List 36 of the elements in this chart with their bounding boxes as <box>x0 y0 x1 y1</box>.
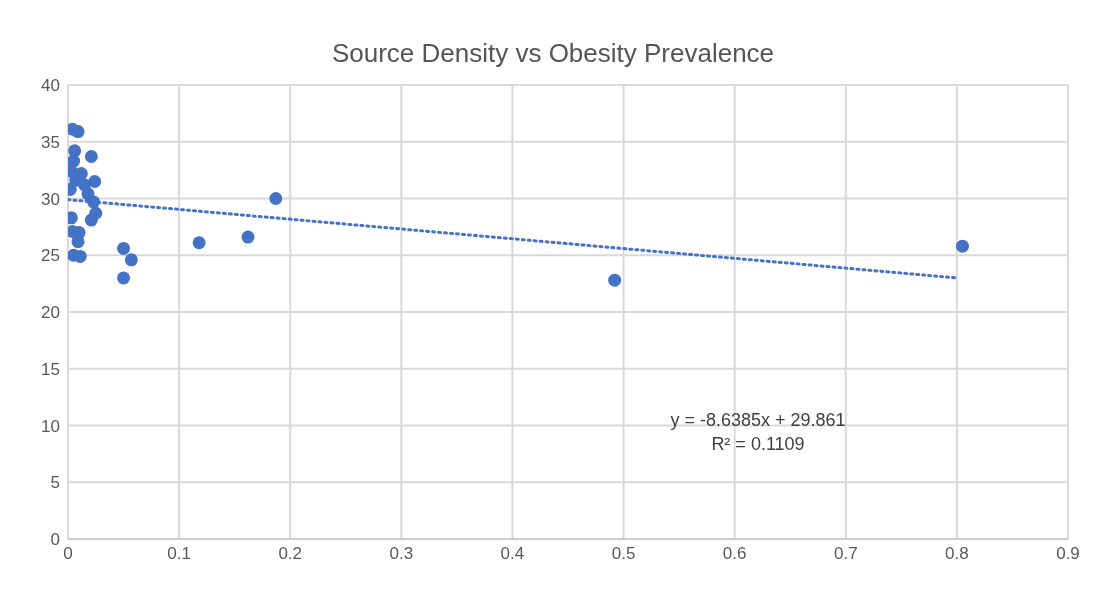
x-tick-label: 0.3 <box>389 544 414 564</box>
chart-title: Source Density vs Obesity Prevalence <box>330 37 776 70</box>
x-tick-label: 0.4 <box>500 544 525 564</box>
x-tick-label: 0.5 <box>611 544 636 564</box>
y-tick-label: 30 <box>41 189 60 209</box>
point <box>73 249 87 263</box>
x-tick-label: 0 <box>63 544 73 564</box>
point <box>269 192 283 205</box>
annotation: R² = 0.1109 <box>710 433 806 456</box>
y-tick-label: 40 <box>41 76 60 96</box>
point <box>241 230 255 244</box>
point <box>84 150 98 164</box>
point <box>124 253 138 267</box>
y-tick-label: 0 <box>50 530 60 550</box>
y-tick-label: 5 <box>50 473 60 493</box>
y-tick-label: 35 <box>41 132 60 152</box>
y-tick-label: 10 <box>41 416 60 436</box>
x-tick-label: 0.2 <box>278 544 303 564</box>
point <box>955 239 969 253</box>
y-tick-label: 20 <box>41 303 60 323</box>
point <box>84 213 98 227</box>
point <box>117 241 131 255</box>
point <box>71 125 85 139</box>
x-tick-label: 0.9 <box>1056 544 1080 564</box>
y-tick-label: 15 <box>41 359 60 379</box>
y-tick-label: 25 <box>41 246 60 266</box>
x-tick-label: 0.1 <box>167 544 191 564</box>
annotation: y = -8.6385x + 29.861 <box>669 409 847 432</box>
point <box>71 235 85 249</box>
point <box>608 273 622 287</box>
x-tick-label: 0.8 <box>945 544 969 564</box>
point <box>192 236 206 250</box>
x-tick-label: 0.6 <box>722 544 747 564</box>
x-tick-label: 0.7 <box>833 544 858 564</box>
point <box>117 271 131 285</box>
point <box>88 174 102 188</box>
